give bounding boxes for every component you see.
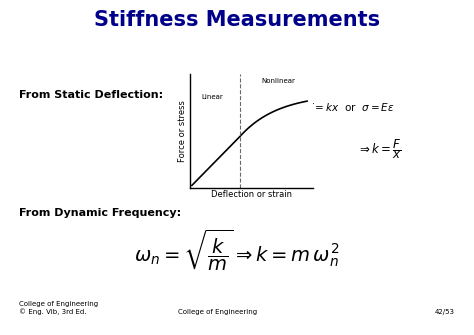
Text: College of Engineering: College of Engineering [179,309,257,315]
Text: Nonlinear: Nonlinear [261,78,295,84]
Text: $\omega_n = \sqrt{\dfrac{k}{m}} \Rightarrow k = m\,\omega_n^2$: $\omega_n = \sqrt{\dfrac{k}{m}} \Rightar… [134,228,340,273]
Text: Linear: Linear [201,94,223,100]
Text: 42/53: 42/53 [435,309,455,315]
Text: College of Engineering
© Eng. Vib, 3rd Ed.: College of Engineering © Eng. Vib, 3rd E… [19,301,98,315]
Text: $\Rightarrow k = \dfrac{F}{x}$: $\Rightarrow k = \dfrac{F}{x}$ [357,137,401,161]
Text: From Dynamic Frequency:: From Dynamic Frequency: [19,208,181,218]
Y-axis label: Force or stress: Force or stress [178,100,187,161]
Text: Stiffness Measurements: Stiffness Measurements [94,10,380,30]
Text: $F = kx$  or  $\sigma = E\varepsilon$: $F = kx$ or $\sigma = E\varepsilon$ [307,100,395,113]
Text: From Static Deflection:: From Static Deflection: [19,90,163,100]
X-axis label: Deflection or strain: Deflection or strain [211,190,292,199]
